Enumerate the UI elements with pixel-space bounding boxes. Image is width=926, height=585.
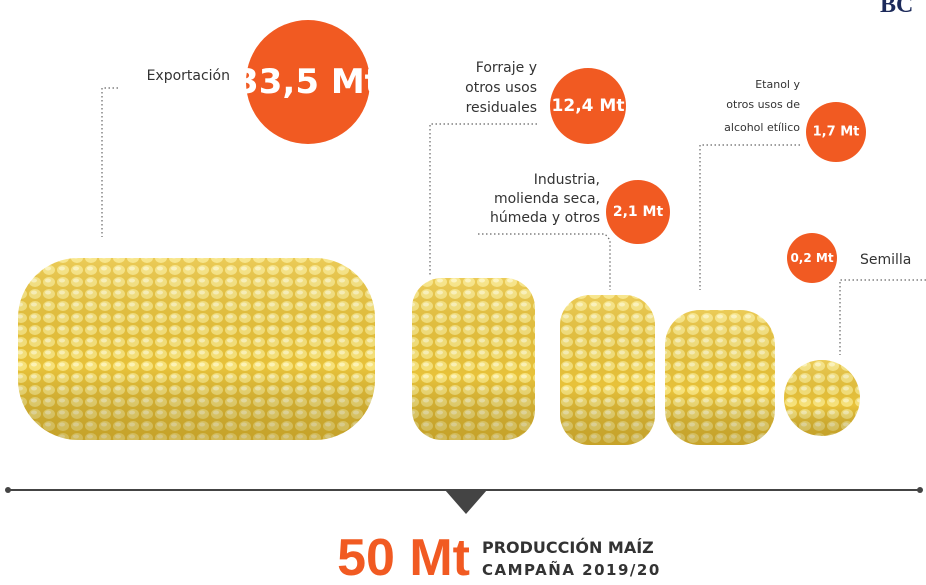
baseline (5, 487, 923, 514)
footer-title: PRODUCCIÓN MAÍZ (482, 538, 654, 557)
segment-label: húmeda y otros (490, 210, 600, 226)
segment-label: residuales (466, 100, 537, 116)
segment-label: Etanol y (755, 78, 800, 91)
segment-label: molienda seca, (494, 191, 600, 207)
segment-label: otros usos de (726, 98, 800, 111)
segment-label: Semilla (860, 252, 911, 268)
segment-value: 12,4 Mt (552, 96, 625, 116)
footer-subtitle: CAMPAÑA 2019/20 (482, 560, 661, 579)
segment-value: 33,5 Mt (235, 62, 381, 102)
segment-value: 2,1 Mt (613, 204, 664, 220)
infographic: BC Exportación 33,5 Mt Forraje y otros u… (0, 0, 926, 585)
segment-label: otros usos (465, 80, 537, 96)
segment-label: Industria, (534, 172, 600, 188)
value-circles (246, 20, 866, 283)
corn-pieces (18, 258, 860, 445)
segment-value: 0,2 Mt (790, 251, 833, 265)
total-production: 50 Mt (337, 529, 470, 585)
corner-logo: BC (880, 0, 913, 18)
segment-label: Exportación (147, 68, 230, 84)
segment-value: 1,7 Mt (813, 125, 860, 140)
segment-label: alcohol etílico (724, 121, 800, 134)
segment-label: Forraje y (476, 60, 537, 76)
